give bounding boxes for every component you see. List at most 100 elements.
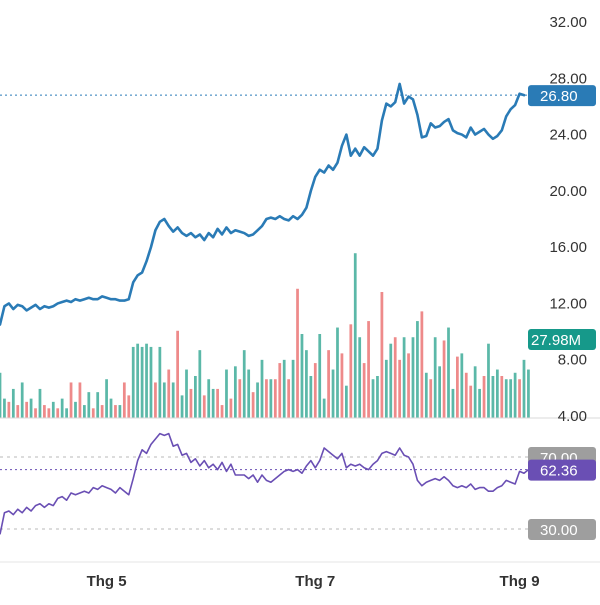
volume-bar	[78, 382, 82, 418]
volume-bar	[291, 359, 295, 418]
x-tick-label: Thg 9	[500, 573, 540, 590]
volume-bar	[0, 372, 2, 418]
volume-bar	[349, 324, 353, 418]
x-axis: Thg 5 Thg 7 Thg 9	[0, 561, 600, 590]
volume-bar	[154, 382, 157, 418]
volume-bar	[398, 359, 402, 418]
volume-bar	[149, 346, 153, 418]
volume-bar	[74, 401, 77, 418]
volume-bar	[158, 346, 162, 418]
volume-bar	[495, 369, 499, 418]
price-tick-label: 20.00	[549, 183, 587, 200]
volume-bar	[371, 379, 375, 418]
volume-bars	[0, 253, 530, 418]
volume-bar	[211, 388, 215, 418]
volume-bar	[411, 337, 415, 418]
volume-bar	[242, 350, 246, 418]
rsi-ref-tag	[528, 519, 596, 540]
volume-bar	[282, 359, 286, 418]
volume-bar	[429, 379, 433, 418]
volume-bar	[322, 398, 326, 418]
volume-bar	[3, 398, 6, 418]
volume-bar	[389, 343, 393, 418]
volume-bar	[487, 343, 490, 418]
volume-bar	[402, 337, 406, 418]
volume-bar	[300, 334, 304, 418]
volume-bar	[447, 327, 450, 418]
volume-bar	[11, 388, 15, 418]
volume-bar	[109, 398, 113, 418]
volume-bar	[509, 379, 513, 418]
volume-bar	[384, 359, 388, 418]
volume-bar	[38, 388, 42, 418]
volume-bar	[353, 253, 357, 418]
last-price-label: 26.80	[540, 88, 578, 105]
volume-bar	[313, 363, 317, 418]
rsi-last-tag	[528, 459, 596, 481]
price-tick-label: 4.00	[558, 408, 587, 425]
volume-bar	[269, 379, 273, 418]
volume-bar	[34, 408, 37, 418]
volume-bar	[513, 372, 517, 418]
volume-bar	[43, 405, 46, 418]
volume-bar	[424, 372, 428, 418]
volume-bar	[122, 382, 126, 418]
volume-bar	[56, 408, 60, 418]
volume-bar	[220, 405, 224, 418]
volume-bar	[504, 379, 508, 418]
volume-bar	[185, 369, 188, 418]
x-tick-label: Thg 5	[87, 573, 127, 590]
volume-bar	[91, 408, 95, 418]
volume-bar	[336, 327, 339, 418]
volume-bar	[105, 379, 108, 418]
price-tick-label: 8.00	[558, 352, 587, 369]
volume-bar	[16, 405, 20, 418]
volume-bar	[273, 379, 277, 418]
price-line	[0, 82, 526, 326]
volume-bar	[478, 388, 481, 418]
volume-bar	[340, 353, 344, 418]
volume-bar	[114, 405, 117, 418]
volume-bar	[527, 369, 530, 418]
volume-bar	[202, 395, 206, 418]
rsi-ref-label: 30.00	[540, 522, 578, 539]
volume-bar	[522, 359, 526, 418]
volume-bar	[167, 369, 171, 418]
last-volume-tag	[528, 329, 596, 350]
volume-bar	[189, 388, 193, 418]
volume-bar	[96, 392, 100, 418]
volume-bar	[331, 369, 335, 418]
axis-labels: 32.00 28.00 24.00 20.00 16.00 12.00 8.00 4.00 26…	[528, 14, 596, 540]
volume-bar	[176, 330, 179, 418]
volume-bar	[238, 379, 242, 418]
volume-bar	[251, 392, 255, 418]
volume-bar	[136, 343, 140, 418]
volume-bar	[171, 382, 175, 418]
last-volume-label: 27.98M	[531, 332, 581, 349]
volume-bar	[362, 363, 366, 418]
rsi-last-label: 62.36	[540, 463, 578, 480]
volume-bar	[7, 401, 11, 418]
volume-bar	[180, 395, 184, 418]
price-tick-label: 28.00	[549, 70, 587, 87]
volume-bar	[358, 337, 362, 418]
volume-bar	[256, 382, 259, 418]
x-tick-label: Thg 7	[295, 573, 335, 590]
volume-bar	[87, 392, 91, 418]
volume-bar	[309, 376, 313, 418]
price-tick-label: 32.00	[549, 14, 587, 31]
last-price-tag	[528, 85, 596, 107]
volume-bar	[47, 408, 51, 418]
volume-bar	[51, 401, 55, 418]
volume-bar	[345, 385, 348, 418]
volume-bar	[327, 350, 330, 418]
volume-bar	[265, 379, 268, 418]
volume-bar	[207, 379, 211, 418]
volume-bar	[216, 388, 219, 418]
volume-bar	[318, 334, 322, 418]
volume-bar	[233, 366, 237, 418]
volume-bar	[65, 408, 68, 418]
volume-bar	[438, 366, 441, 418]
volume-bar	[260, 359, 264, 418]
